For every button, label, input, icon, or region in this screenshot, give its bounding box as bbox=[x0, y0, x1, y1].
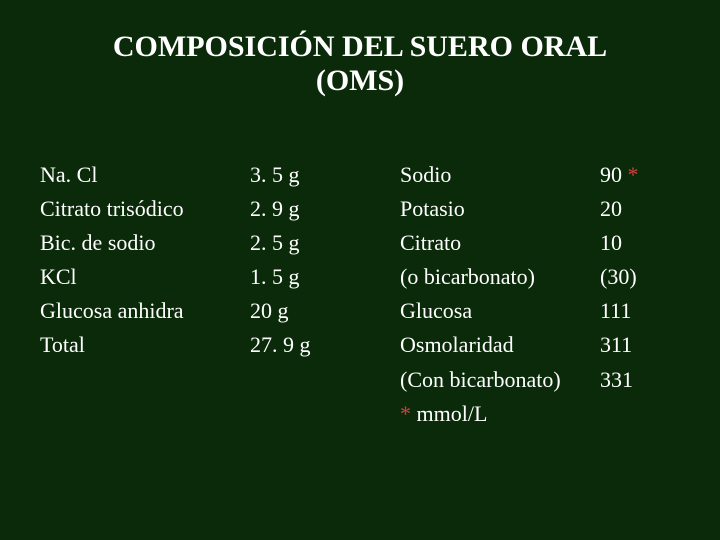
slide-container: COMPOSICIÓN DEL SUERO ORAL (OMS) Na. Cl … bbox=[0, 0, 720, 540]
slide-title: COMPOSICIÓN DEL SUERO ORAL (OMS) bbox=[80, 30, 640, 98]
component-name: Glucosa bbox=[400, 294, 600, 328]
component-name: Osmolaridad bbox=[400, 328, 600, 362]
asterisk-icon: * bbox=[628, 162, 639, 187]
component-name: Sodio bbox=[400, 158, 600, 192]
content-area: Na. Cl Citrato trisódico Bic. de sodio K… bbox=[40, 158, 680, 431]
component-value: 331 bbox=[600, 363, 680, 397]
component-name: (o bicarbonato) bbox=[400, 260, 600, 294]
amounts-column: 3. 5 g 2. 9 g 2. 5 g 1. 5 g 20 g 27. 9 g bbox=[250, 158, 400, 431]
ingredient-name: Citrato trisódico bbox=[40, 192, 250, 226]
component-name: (Con bicarbonato) bbox=[400, 363, 600, 397]
footnote: * mmol/L bbox=[400, 397, 600, 431]
ingredient-name: Glucosa anhidra bbox=[40, 294, 250, 328]
component-value: 20 bbox=[600, 192, 680, 226]
component-name: Potasio bbox=[400, 192, 600, 226]
ingredient-amount: 27. 9 g bbox=[250, 328, 400, 362]
component-value: 10 bbox=[600, 226, 680, 260]
ingredient-name: Total bbox=[40, 328, 250, 362]
ingredient-amount: 2. 9 g bbox=[250, 192, 400, 226]
ingredient-amount: 20 g bbox=[250, 294, 400, 328]
ingredient-amount: 1. 5 g bbox=[250, 260, 400, 294]
ingredient-amount: 2. 5 g bbox=[250, 226, 400, 260]
ingredient-amount: 3. 5 g bbox=[250, 158, 400, 192]
ingredient-name: Bic. de sodio bbox=[40, 226, 250, 260]
component-value: 311 bbox=[600, 328, 680, 362]
asterisk-icon: * bbox=[400, 401, 411, 426]
ingredient-name: KCl bbox=[40, 260, 250, 294]
component-value: 111 bbox=[600, 294, 680, 328]
values-column: 90 * 20 10 (30) 111 311 331 bbox=[600, 158, 680, 431]
ingredient-name: Na. Cl bbox=[40, 158, 250, 192]
component-name: Citrato bbox=[400, 226, 600, 260]
footnote-text: mmol/L bbox=[411, 401, 487, 426]
components-column: Sodio Potasio Citrato (o bicarbonato) Gl… bbox=[400, 158, 600, 431]
component-value: 90 * bbox=[600, 158, 680, 192]
component-value: (30) bbox=[600, 260, 680, 294]
ingredients-column: Na. Cl Citrato trisódico Bic. de sodio K… bbox=[40, 158, 250, 431]
